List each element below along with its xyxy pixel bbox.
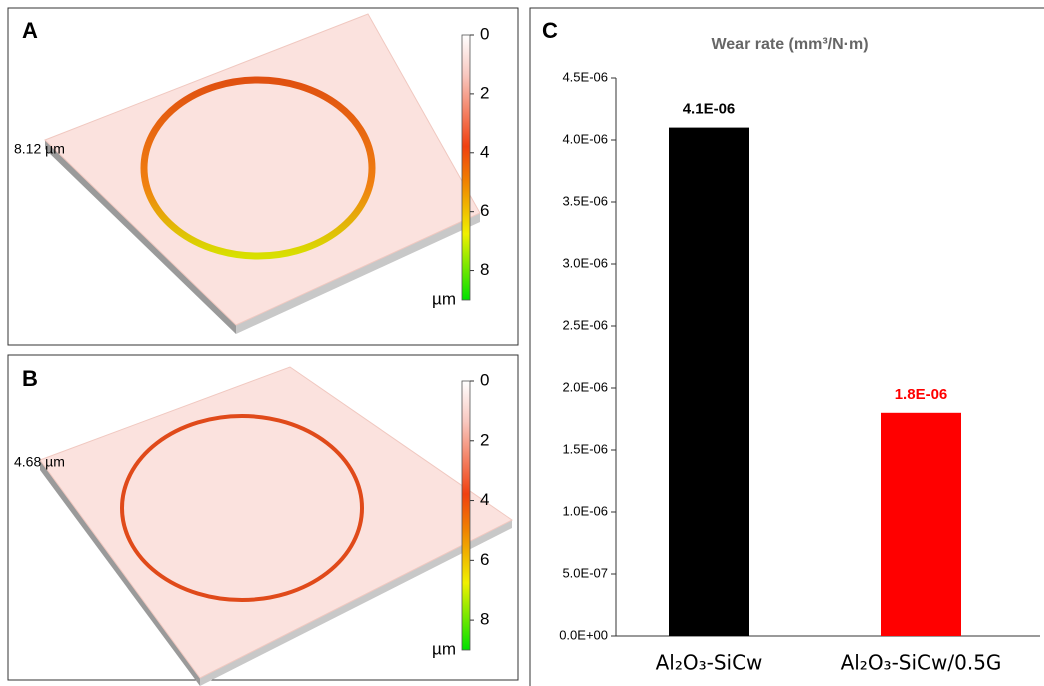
y-tick-label: 2.0E-06 [562,379,608,394]
y-tick-label: 2.5E-06 [562,317,608,332]
colorbar-tick-label: 6 [480,550,489,569]
depth-label: 8.12 µm [14,141,65,157]
sample-surface [45,14,480,325]
y-tick-label: 5.0E-07 [562,565,608,580]
colorbar-tick-label: 2 [480,430,489,449]
panel-frame [530,8,1044,686]
colorbar-tick-label: 4 [480,142,489,161]
y-tick-label: 1.0E-06 [562,503,608,518]
colorbar-unit: µm [432,289,456,308]
chart-title: Wear rate (mm³/N·m) [711,36,868,53]
x-tick-label: Al₂O₃-SiCw/0.5G [841,651,1002,675]
bar [881,413,961,636]
y-tick-label: 3.5E-06 [562,193,608,208]
y-tick-label: 0.0E+00 [559,627,608,642]
panel-letter: C [542,18,558,43]
colorbar-tick-label: 6 [480,201,489,220]
x-tick-label: Al₂O₃-SiCw [656,651,763,675]
colorbar-tick-label: 8 [480,260,489,279]
panel-letter: B [22,366,38,391]
colorbar-tick-label: 8 [480,610,489,629]
value-label: 4.1E-06 [683,101,736,118]
y-tick-label: 4.0E-06 [562,131,608,146]
bar [669,128,749,636]
sample-surface [40,367,512,678]
colorbar [462,35,470,300]
colorbar-tick-label: 2 [480,83,489,102]
y-tick-label: 1.5E-06 [562,441,608,456]
colorbar-unit: µm [432,639,456,658]
colorbar-tick-label: 0 [480,370,489,389]
page: {"chart_data": [ {"type": "surface", "la… [0,0,1044,686]
colorbar-tick-label: 0 [480,24,489,43]
panel-letter: A [22,18,38,43]
y-tick-label: 4.5E-06 [562,69,608,84]
value-label: 1.8E-06 [895,386,948,403]
depth-label: 4.68 µm [14,454,65,470]
colorbar [462,381,470,650]
figure: A 8.12 µm 0 2 4 6 8 µm B 4.68 µm 0 2 4 6 8 µm C Wear rate… [0,0,1044,686]
y-tick-label: 3.0E-06 [562,255,608,270]
colorbar-tick-label: 4 [480,490,489,509]
